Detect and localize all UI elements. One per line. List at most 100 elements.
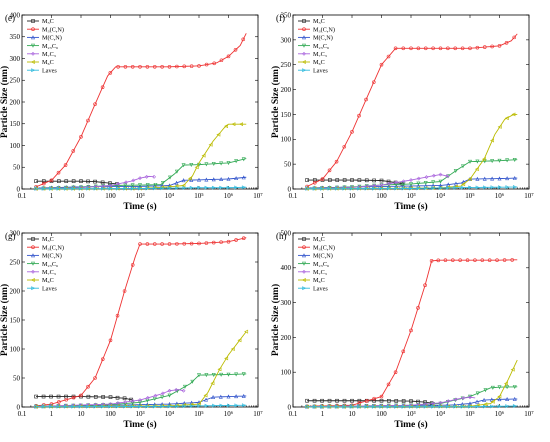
data-point [502,258,507,262]
data-point [122,396,127,401]
legend-marker [302,35,306,40]
legend-label: M₃C [42,236,54,243]
data-point [204,162,209,167]
data-point [212,61,217,66]
data-point [431,173,436,178]
panel-label: (e) [5,13,15,23]
data-point [204,185,209,190]
y-tick-label: 350 [10,33,21,41]
data-point [63,186,68,191]
y-tick-label: 50 [13,374,21,382]
data-point [79,179,83,183]
data-point [34,179,38,183]
data-point [71,395,76,400]
series [34,236,247,408]
x-tick-label: 100 [105,410,116,418]
data-point [189,163,194,168]
data-point [423,46,428,51]
data-point [41,394,46,399]
data-point [497,385,502,390]
data-point [190,379,195,384]
series [34,372,247,409]
data-point [364,404,369,409]
data-point [481,157,486,162]
data-point [482,397,487,402]
data-point [468,401,472,406]
data-point [429,259,434,263]
data-point [219,372,224,377]
data-point [145,186,150,191]
data-point [401,399,406,403]
data-point [483,402,488,407]
data-point [167,393,172,398]
data-point [423,180,428,185]
data-point [160,395,165,400]
data-point [510,258,514,262]
data-point [234,403,239,408]
data-point [372,396,376,401]
x-tick-label: 10 [349,192,357,200]
panel-label: (g) [5,231,16,241]
y-tick-label: 300 [10,229,21,237]
data-point [160,64,164,69]
data-point [473,258,477,262]
legend-marker [302,253,306,258]
data-point [204,241,209,245]
data-point [41,186,46,191]
legend-label: M(C,N) [313,253,333,260]
x-tick-label: 10⁶ [495,410,505,418]
data-point [350,398,354,403]
series-line [307,159,518,189]
data-point [401,179,406,184]
data-point [189,177,194,182]
data-point [131,178,136,183]
data-point [379,186,384,191]
data-point [108,338,113,343]
y-tick-label: 350 [281,11,292,19]
data-point [138,176,142,181]
data-point [86,394,91,399]
data-point [234,372,239,377]
data-point [219,177,224,182]
series-line [307,259,518,407]
data-point [211,373,216,377]
data-point [416,181,421,186]
data-point [394,399,399,403]
x-tick-label: 10 [349,410,357,418]
data-point [93,376,97,380]
data-point [386,186,391,191]
data-point [138,404,143,409]
data-point [115,395,120,400]
x-tick-label: 10⁵ [194,410,204,418]
data-point [211,240,216,245]
data-point [234,159,239,164]
legend-label: M₇C₃ [313,51,327,58]
data-point [475,399,480,404]
data-point [334,186,339,191]
data-point [453,181,458,186]
series [305,398,435,405]
data-point [497,397,502,402]
data-point [497,404,502,409]
x-tick-label: 0.1 [18,410,27,418]
data-point [394,182,399,187]
legend-label: Laves [313,285,328,292]
data-point [497,176,502,181]
x-tick-label: 100 [105,192,116,200]
series [305,185,518,191]
series [34,403,247,409]
data-point [490,385,495,390]
data-point [138,242,142,246]
y-tick-label: 150 [10,316,21,324]
data-point [167,186,172,191]
data-point [497,394,502,399]
data-point [234,238,238,242]
data-point [64,397,69,402]
data-point [305,398,309,403]
x-axis-title: Time (s) [394,201,427,212]
y-tick-label: 200 [281,86,292,94]
series-line [307,400,435,404]
data-point [152,404,157,409]
